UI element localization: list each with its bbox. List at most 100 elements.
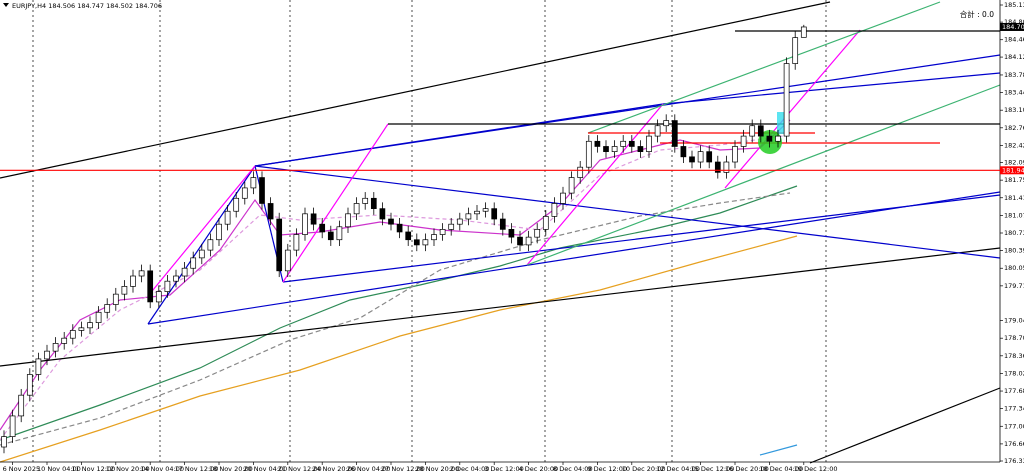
- candle-body: [78, 327, 85, 331]
- candle-body: [783, 63, 790, 137]
- candle-body: [267, 203, 274, 220]
- candle-body: [766, 135, 773, 142]
- candle-body: [18, 394, 25, 417]
- plot: [1, 24, 807, 454]
- y-tick-label: 181.750: [1004, 176, 1024, 184]
- candle-body: [800, 26, 807, 38]
- x-tick-label: 18 Nov 20:00: [209, 465, 253, 473]
- candle-body: [104, 304, 111, 313]
- candle-body: [224, 210, 231, 225]
- x-tick-label: 3 Dec 12:00: [484, 465, 524, 473]
- candle-body: [353, 203, 360, 215]
- y-tick-label: 181.410: [1004, 194, 1024, 202]
- header: EURJPY,H4 184.506 184.747 184.502 184.70…: [12, 2, 162, 10]
- candle-body: [542, 216, 549, 230]
- candle-body: [431, 234, 437, 241]
- candle-body: [620, 140, 627, 147]
- candle-body: [482, 208, 489, 212]
- candle-body: [388, 218, 394, 225]
- y-tick-label: 177.680: [1004, 387, 1024, 395]
- x-tick-label: 21 Nov 12:00: [278, 465, 322, 473]
- x-tick-label: 2 Dec 04:00: [450, 465, 490, 473]
- candle-body: [405, 231, 412, 241]
- candle-body: [560, 192, 566, 204]
- candle-body: [198, 249, 205, 259]
- candle-body: [44, 350, 50, 360]
- x-tick-label: 10 Dec 20:00: [622, 465, 666, 473]
- candle-body: [439, 229, 446, 235]
- x-tick-label: 11 Nov 12:00: [71, 465, 115, 473]
- candle-body: [517, 236, 523, 246]
- y-tick-label: 177.340: [1004, 405, 1024, 413]
- candle-body: [525, 236, 532, 246]
- high: 184.747: [77, 2, 104, 10]
- candle-body: [181, 267, 188, 277]
- x-tick-label: 9 Dec 12:00: [587, 465, 627, 473]
- candle-body: [757, 125, 764, 137]
- candle-body: [740, 135, 747, 147]
- x-tick-label: 12 Nov 20:00: [106, 465, 150, 473]
- x-tick-label: 19 Dec 12:00: [794, 465, 838, 473]
- x-tick-label: 18 Dec 04:00: [759, 465, 803, 473]
- candle-body: [594, 140, 601, 147]
- candle-body: [310, 213, 317, 225]
- x-tick-label: 26 Nov 04:00: [347, 465, 391, 473]
- x-tick-label: 8 Dec 04:00: [553, 465, 593, 473]
- candle-body: [155, 291, 162, 303]
- candle-body: [61, 337, 68, 344]
- candle-body: [749, 125, 756, 137]
- candle-body: [413, 239, 420, 246]
- candle-body: [276, 218, 283, 272]
- candle-body: [216, 223, 222, 241]
- candle-body: [241, 187, 248, 199]
- candle-body: [35, 358, 42, 375]
- candle-body: [577, 166, 584, 178]
- candle-body: [706, 151, 713, 163]
- candle-body: [362, 197, 369, 204]
- candle-body: [508, 229, 515, 238]
- candle-body: [233, 197, 240, 212]
- open: 184.506: [48, 2, 75, 10]
- candle-body: [130, 275, 136, 287]
- candle-body: [319, 223, 326, 233]
- candle-body: [491, 208, 498, 220]
- candle-body: [534, 229, 541, 238]
- candle-body: [714, 161, 721, 173]
- candle-body: [456, 218, 463, 225]
- candle-body: [190, 257, 197, 269]
- candle-body: [396, 223, 403, 233]
- y-tick-label: 178.020: [1004, 369, 1024, 377]
- x-tick-label: 27 Nov 12:00: [381, 465, 425, 473]
- candle-body: [792, 37, 799, 64]
- candle-body: [697, 151, 704, 163]
- x-tick-label: 28 Nov 20:00: [415, 465, 459, 473]
- y-tick-label: 184.800: [1004, 18, 1024, 26]
- y-tick-label: 179.710: [1004, 282, 1024, 290]
- y-tick-label: 176.660: [1004, 440, 1024, 448]
- low: 184.502: [106, 2, 133, 10]
- symbol: EURJPY,H4: [12, 2, 46, 10]
- candle-body: [302, 213, 308, 235]
- current-price-label: 184.706: [1002, 23, 1024, 31]
- x-tick-label: 16 Dec 20:00: [725, 465, 769, 473]
- candle-body: [474, 210, 480, 215]
- candle-body: [293, 234, 300, 251]
- candle-body: [448, 223, 455, 230]
- y-tick-label: 183.780: [1004, 71, 1024, 79]
- candle-body: [336, 226, 343, 241]
- y-tick-label: 179.040: [1004, 317, 1024, 325]
- candle-body: [568, 177, 575, 194]
- y-tick-label: 178.700: [1004, 334, 1024, 342]
- y-tick-label: 177.000: [1004, 422, 1024, 430]
- x-tick-label: 17 Nov 12:00: [175, 465, 219, 473]
- candle-body: [147, 270, 154, 303]
- x-tick-label: 15 Dec 12:00: [691, 465, 735, 473]
- candle-body: [1, 436, 7, 448]
- candle-body: [646, 135, 652, 152]
- y-tick-label: 184.125: [1004, 53, 1024, 61]
- candle-body: [680, 146, 687, 158]
- x-tick-label: 12 Dec 04:00: [656, 465, 700, 473]
- candle-body: [654, 125, 661, 137]
- candle-body: [732, 146, 738, 163]
- y-tick-label: 176.330: [1004, 457, 1024, 465]
